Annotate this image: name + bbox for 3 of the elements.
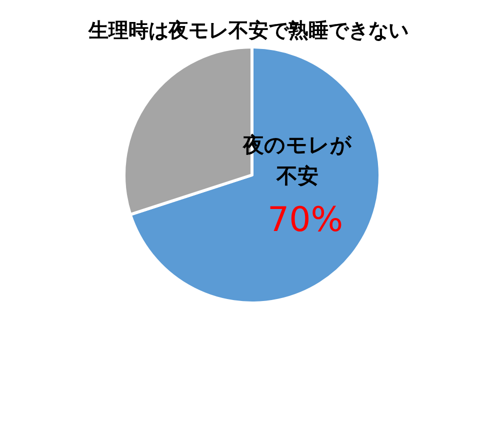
- slice-label: 夜のモレが不安: [242, 133, 352, 188]
- chart-title: 生理時は夜モレ不安で熟睡できない: [88, 18, 408, 42]
- data-label: 70%: [267, 200, 344, 240]
